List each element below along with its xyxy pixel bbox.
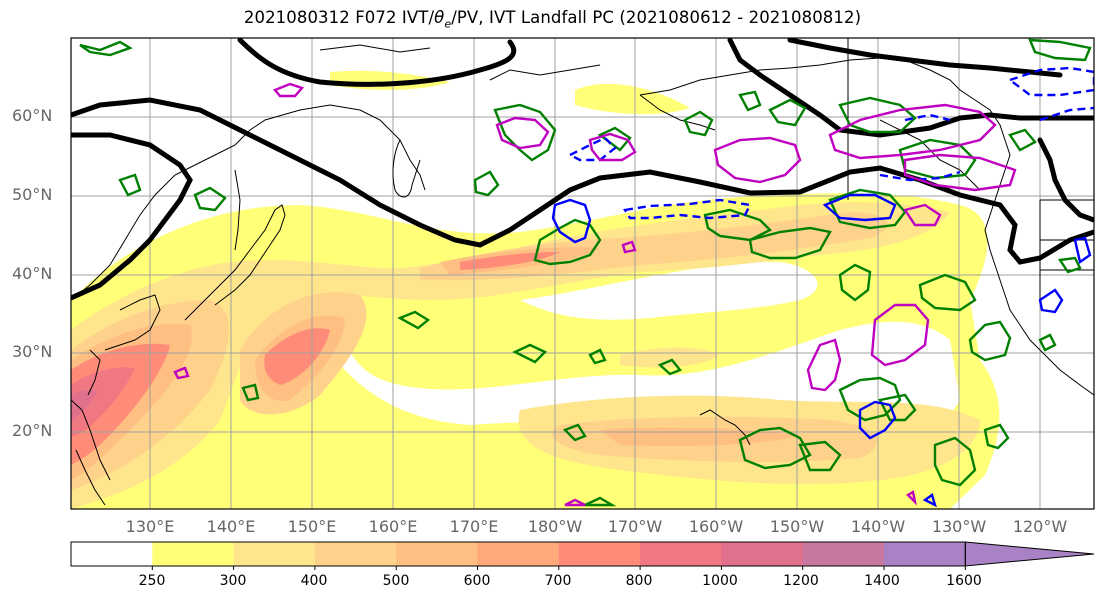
colorbar-segment [314, 542, 397, 566]
lon-label: 150°W [769, 517, 825, 536]
lat-label-40: 40°N [12, 264, 53, 283]
lon-label: 160°E [368, 517, 418, 536]
lon-label: 160°W [688, 517, 744, 536]
colorbar-segment [640, 542, 722, 566]
colorbar-extend-arrow [964, 541, 1095, 567]
lon-label: 180°W [527, 517, 583, 536]
colorbar-segment [477, 542, 560, 566]
colorbar-segment [721, 542, 804, 566]
theta-e-blue-contours [551, 193, 1092, 508]
theta-e-blue-dashed-contours [567, 66, 1094, 220]
colorbar [70, 541, 1095, 570]
colorbar-segment [802, 542, 885, 566]
lon-label: 130°W [931, 517, 987, 536]
colorbar-segment [152, 542, 235, 566]
colorbar-label: 300 [219, 573, 247, 589]
magenta-contours [173, 82, 1017, 507]
pv-contours [71, 38, 1094, 301]
colorbar-label: 1400 [864, 573, 900, 589]
lat-label-60: 60°N [12, 106, 53, 125]
colorbar-segment [71, 542, 153, 566]
lat-label-20: 20°N [12, 421, 53, 440]
colorbar-label: 500 [382, 573, 410, 589]
colorbar-label: 1200 [783, 573, 819, 589]
map-title: 2021080312 F072 IVT/θe/PV, IVT Landfall … [243, 8, 862, 31]
lon-label: 130°E [125, 517, 175, 536]
lon-label: 120°W [1012, 517, 1068, 536]
lon-label: 170°E [449, 517, 499, 536]
lat-label-50: 50°N [12, 185, 53, 204]
colorbar-segment [233, 542, 316, 566]
colorbar-outline [70, 541, 966, 567]
colorbar-label: 1600 [946, 573, 982, 589]
colorbar-segment [558, 542, 641, 566]
map-frame [70, 37, 1095, 510]
colorbar-label: 800 [625, 573, 653, 589]
lon-label: 140°E [206, 517, 256, 536]
lon-label: 140°W [850, 517, 906, 536]
colorbar-label: 250 [138, 573, 166, 589]
colorbar-label: 400 [300, 573, 328, 589]
colorbar-label: 600 [463, 573, 491, 589]
colorbar-segment [884, 542, 966, 566]
colorbar-label: 1000 [702, 573, 738, 589]
colorbar-label: 700 [544, 573, 572, 589]
colorbar-segment [396, 542, 478, 566]
theta-e-green-contours [79, 38, 1092, 507]
lon-label: 170°W [607, 517, 663, 536]
lat-label-30: 30°N [12, 342, 53, 361]
lon-label: 150°E [287, 517, 337, 536]
